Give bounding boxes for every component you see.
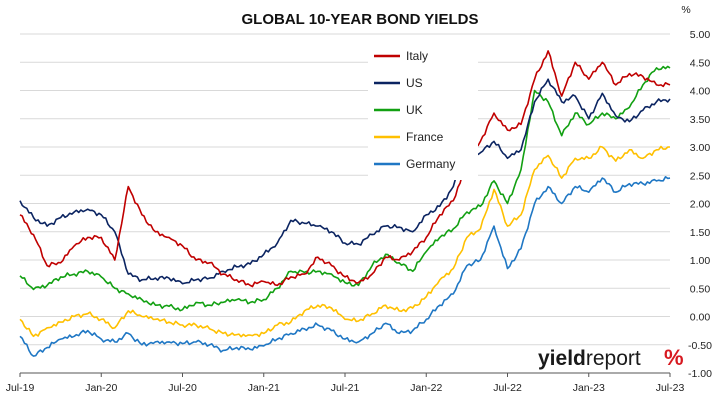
series-line-us <box>19 78 671 285</box>
legend-label-france: France <box>406 130 444 144</box>
y-tick-label: 4.50 <box>690 57 711 69</box>
legend-label-italy: Italy <box>406 49 428 63</box>
x-tick-label: Jul-21 <box>331 382 360 394</box>
y-tick-label: -1.00 <box>688 368 712 380</box>
x-tick-label: Jul-20 <box>168 382 197 394</box>
y-tick-label: 2.00 <box>690 199 711 211</box>
brand-percent-icon: % <box>664 345 684 370</box>
y-tick-label: 1.00 <box>690 255 711 267</box>
x-tick-label: Jul-19 <box>6 382 35 394</box>
y-tick-label: 2.50 <box>690 170 711 182</box>
x-tick-label: Jan-20 <box>85 382 117 394</box>
y-axis-unit-label: % <box>681 4 690 16</box>
brand-part-yield: yield <box>538 347 586 370</box>
y-tick-labels: 5.00 4.50 4.00 3.50 3.00 2.50 2.00 1.50 1.00 0.50… <box>688 29 712 380</box>
x-tick-label: Jan-21 <box>248 382 280 394</box>
y-tick-label: 4.00 <box>690 86 711 98</box>
brand-part-report: report <box>586 347 641 370</box>
brand-logo: yieldreport % <box>538 345 684 370</box>
y-tick-label: 0.50 <box>690 283 711 295</box>
legend-label-us: US <box>406 76 423 90</box>
x-tick-label: Jan-23 <box>573 382 605 394</box>
y-tick-label: 5.00 <box>690 29 711 41</box>
y-tick-label: -0.50 <box>688 340 712 352</box>
y-tick-label: 1.50 <box>690 227 711 239</box>
legend: Italy US UK France Germany <box>374 49 455 171</box>
series-line-france <box>19 145 671 338</box>
x-tick-labels: Jul-19 Jan-20 Jul-20 Jan-21 Jul-21 Jan-22 Jul-… <box>6 382 685 394</box>
series-lines <box>19 50 671 357</box>
gridlines <box>20 33 670 346</box>
y-tick-label: 3.00 <box>690 142 711 154</box>
series-line-uk <box>19 65 671 312</box>
y-tick-label: 3.50 <box>690 114 711 126</box>
series-line-germany <box>19 176 671 357</box>
x-tick-label: Jan-22 <box>410 382 442 394</box>
x-tick-label: Jul-23 <box>656 382 685 394</box>
chart-title: GLOBAL 10-YEAR BOND YIELDS <box>242 11 479 28</box>
brand-wordmark: yieldreport <box>538 347 641 370</box>
axes <box>19 372 671 377</box>
legend-label-germany: Germany <box>406 157 455 171</box>
legend-label-uk: UK <box>406 103 423 117</box>
x-tick-label: Jul-22 <box>493 382 522 394</box>
y-tick-label: 0.00 <box>690 312 711 324</box>
series-line-italy <box>19 50 671 288</box>
